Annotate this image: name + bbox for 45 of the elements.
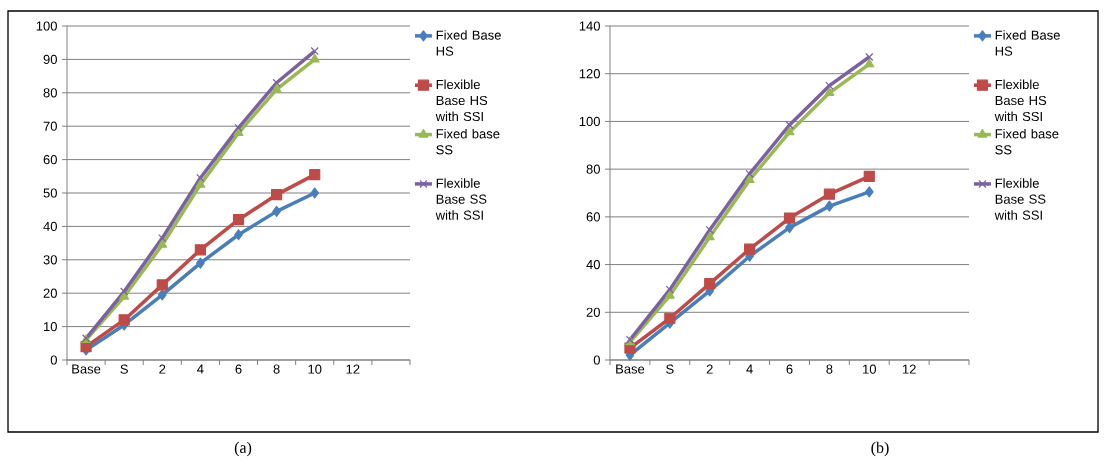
- legend-label: Fixed base SS: [436, 128, 500, 155]
- y-tick-label: 50: [43, 188, 57, 198]
- legend-label: Flexible Base SS with SSI: [994, 178, 1046, 220]
- x-tick-label: 12: [346, 364, 360, 374]
- x-tick-label: 10: [308, 364, 322, 374]
- x-tick-label: 8: [826, 364, 833, 374]
- x-tick-label: Base: [616, 364, 645, 374]
- legend-label: Flexible Base HS with SSI: [435, 79, 488, 122]
- x-tick-label: 10: [863, 364, 876, 374]
- y-tick-label: 60: [43, 154, 57, 165]
- y-tick-label: 0: [593, 355, 600, 365]
- x-tick-label: 12: [902, 364, 916, 374]
- legend-label: Fixed Base HS: [995, 30, 1060, 56]
- y-tick-label: 20: [43, 288, 57, 298]
- y-tick-label: 70: [43, 121, 57, 131]
- legend-label: Fixed Base HS: [436, 30, 501, 56]
- y-tick-label: 60: [586, 212, 600, 222]
- legend-label: Flexible Base HS with SSI: [994, 79, 1047, 122]
- y-tick-label: 80: [586, 164, 600, 174]
- text: (a): [234, 441, 252, 457]
- x-tick-label: 2: [159, 364, 166, 374]
- y-tick-label: 40: [43, 221, 57, 231]
- y-tick-label: 10: [43, 322, 57, 332]
- x-tick-label: 2: [706, 364, 713, 374]
- legend-label: Flexible Base SS with SSI: [435, 178, 487, 220]
- x-tick-label: S: [120, 364, 128, 374]
- y-tick-label: 40: [586, 259, 600, 270]
- x-tick-label: 6: [235, 364, 242, 374]
- y-tick-label: 90: [43, 54, 57, 64]
- x-tick-label: Base: [72, 364, 101, 374]
- x-tick-label: 4: [197, 364, 204, 374]
- y-tick-label: 20: [586, 307, 600, 317]
- text: (b): [871, 441, 889, 457]
- y-tick-label: 120: [579, 69, 600, 79]
- y-tick-label: 140: [579, 21, 600, 31]
- x-tick-label: S: [666, 364, 674, 374]
- x-tick-label: 4: [746, 364, 753, 374]
- y-tick-label: 100: [36, 21, 57, 31]
- x-tick-label: 8: [273, 364, 280, 374]
- y-tick-label: 80: [43, 88, 57, 98]
- legend-label: Fixed base SS: [995, 128, 1059, 155]
- x-tick-label: 6: [786, 364, 793, 374]
- y-tick-label: 30: [43, 255, 57, 265]
- y-tick-label: 100: [579, 116, 600, 127]
- y-tick-label: 0: [50, 355, 57, 365]
